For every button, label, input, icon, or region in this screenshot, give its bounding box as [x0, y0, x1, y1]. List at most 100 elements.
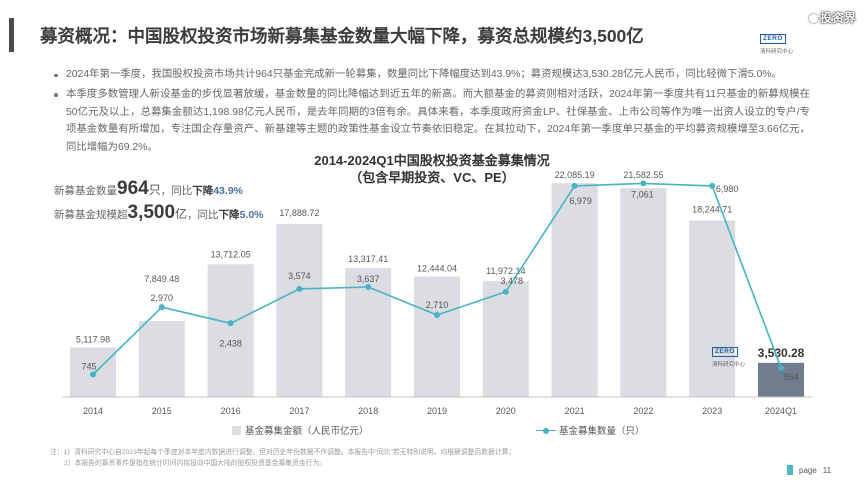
x-tick-label-2024q1: 2024Q1 — [765, 406, 797, 416]
chart-logo-name: 清科研究中心 — [712, 362, 746, 368]
logo-mark: ZERO — [760, 34, 786, 44]
bar-value-label-2023: 18,244.71 — [692, 204, 732, 214]
callout-middle: ，同比 — [160, 185, 193, 197]
count-value-label-2024q1: 964 — [783, 372, 798, 382]
bullet-dot-icon — [54, 93, 58, 97]
legend-line-marker-icon — [536, 426, 556, 435]
callout-fund-amount: 新募基金规模超3,500亿，同比下降5.0% — [54, 201, 264, 225]
x-tick-label-2019: 2019 — [427, 406, 447, 416]
bar-2021 — [551, 183, 598, 397]
callout-trend: 下降 — [192, 185, 214, 197]
chart-subtitle: （包含早期投资、VC、PE） — [349, 170, 515, 185]
x-tick-label-2023: 2023 — [702, 406, 722, 416]
footnote-1: 注：1）清科研究中心自2023年起每个季度对本年度内数据进行调整，但对历史年份数… — [50, 449, 516, 456]
bullet-text: 本季度多数管理人新设基金的步伐显著放缓，基金数量的同比降幅达到近五年的新高。而大… — [66, 88, 810, 153]
chart-logo-mark: ZERO — [712, 347, 738, 357]
bullet-dot-icon — [54, 73, 58, 77]
bar-2022 — [620, 188, 667, 397]
callout-change: 5.0% — [239, 209, 264, 221]
bar-2023 — [689, 220, 736, 397]
watermark-logo-icon — [809, 14, 818, 23]
x-tick-label-2018: 2018 — [358, 406, 378, 416]
count-value-label-2021: 6,979 — [569, 196, 592, 206]
x-tick-label-2016: 2016 — [221, 406, 241, 416]
chart-watermark-logo: ZERO 清科研究中心 — [712, 340, 754, 368]
footnotes: 注：1）清科研究中心自2023年起每个季度对本年度内数据进行调整，但对历史年份数… — [50, 447, 515, 469]
x-tick-label-2014: 2014 — [83, 406, 103, 416]
x-tick-label-2017: 2017 — [289, 406, 309, 416]
bar-2017 — [276, 223, 323, 397]
x-tick-label-2015: 2015 — [152, 406, 172, 416]
bar-value-label-2018: 13,317.41 — [348, 254, 388, 264]
bar-value-label-2024q1: 3,530.28 — [758, 346, 805, 360]
callout-trend: 下降 — [218, 209, 240, 221]
bar-value-label-2020: 11,972.14 — [486, 266, 525, 276]
bar-value-label-2016: 13,712.05 — [211, 249, 251, 259]
bar-2015 — [138, 321, 185, 397]
callout-unit: 只 — [148, 183, 161, 197]
count-value-label-2014: 745 — [81, 361, 96, 371]
count-point-2014 — [90, 371, 96, 378]
count-value-label-2016: 2,438 — [219, 338, 242, 348]
page-title: 募资概况：中国股权投资市场新募集基金数量大幅下降，募资总规模约3,500亿 — [40, 26, 644, 46]
count-value-label-2015: 2,970 — [151, 293, 174, 303]
legend-bar-swatch-icon — [232, 426, 241, 435]
count-point-2020 — [502, 288, 509, 295]
bar-value-label-2019: 12,444.04 — [417, 264, 457, 274]
page-label: page — [799, 466, 817, 475]
count-point-2023 — [709, 182, 716, 189]
count-point-2016 — [227, 320, 234, 327]
count-value-label-2018: 3,637 — [357, 274, 380, 284]
callout-change: 43.9% — [213, 185, 243, 197]
x-tick-label-2020: 2020 — [496, 406, 516, 416]
count-value-label-2023: 6,980 — [716, 184, 739, 194]
count-point-2024q1 — [778, 364, 784, 371]
count-point-2021 — [571, 182, 578, 189]
chart-title: 2014-2024Q1中国股权投资基金募集情况 — [314, 153, 550, 168]
bullet-item: 本季度多数管理人新设基金的步伐显著放缓，基金数量的同比降幅达到近五年的新高。而大… — [52, 86, 810, 156]
legend-item-count: 基金募集数量（只） — [536, 426, 645, 438]
legend-line-dot — [543, 427, 549, 434]
page-number: page 11 — [787, 465, 831, 477]
bullet-text: 2024年第一季度，我国股权投资市场共计964只基金完成新一轮募集，数量同比下降… — [66, 69, 782, 80]
callout-unit: 亿 — [175, 207, 188, 221]
count-value-label-2022: 7,061 — [631, 189, 654, 199]
bar-value-label-2017: 17,888.72 — [279, 208, 319, 218]
callout-middle: ，同比 — [187, 209, 219, 221]
count-value-label-2017: 3,574 — [288, 271, 311, 281]
callout-fund-count: 新募基金数量964只，同比下降43.9% — [54, 177, 243, 201]
x-tick-label-2022: 2022 — [633, 406, 653, 416]
count-point-2015 — [158, 304, 165, 311]
count-point-2022 — [640, 180, 647, 187]
callout-value: 3,500 — [127, 202, 176, 223]
legend-label-count: 基金募集数量（只） — [559, 426, 645, 437]
bar-2020 — [482, 281, 529, 397]
legend-label-amount: 基金募集金额（人民币亿元） — [245, 426, 369, 437]
bar-2016 — [207, 264, 254, 397]
count-point-2017 — [296, 285, 303, 292]
count-value-label-2020: 3,478 — [501, 276, 524, 286]
page-marker-icon — [787, 465, 793, 475]
bar-value-label-2022: 21,582.55 — [623, 170, 663, 180]
zero2ipo-logo: ZERO 清科研究中心 — [760, 27, 806, 55]
bar-value-label-2014: 5,117.98 — [76, 334, 110, 344]
callout-prefix: 新募基金规模超 — [54, 209, 128, 221]
count-point-2019 — [434, 312, 440, 319]
bar-2019 — [414, 276, 460, 397]
callout-value: 964 — [117, 178, 149, 199]
logo-name: 清科研究中心 — [760, 49, 794, 55]
callout-prefix: 新募基金数量 — [54, 185, 117, 197]
count-value-label-2019: 2,710 — [426, 300, 449, 310]
watermark: 投资界 — [809, 10, 856, 26]
title-accent-bar — [9, 18, 14, 52]
summary-bullets: 2024年第一季度，我国股权投资市场共计964只基金完成新一轮募集，数量同比下降… — [52, 66, 810, 159]
footnote-2: 2）本报告的募资事件是指在统计时间内拟投向中国大陆的股权投资基金募集资金行为。 — [64, 460, 327, 467]
bar-value-label-2015: 7,849.48 — [144, 274, 179, 284]
x-tick-label-2021: 2021 — [565, 406, 585, 416]
page-number-value: 11 — [822, 466, 832, 475]
bar-value-label-2021: 22,085.19 — [555, 170, 595, 180]
bullet-item: 2024年第一季度，我国股权投资市场共计964只基金完成新一轮募集，数量同比下降… — [52, 66, 810, 84]
count-point-2018 — [365, 283, 372, 290]
legend-item-amount: 基金募集金额（人民币亿元） — [232, 426, 369, 438]
